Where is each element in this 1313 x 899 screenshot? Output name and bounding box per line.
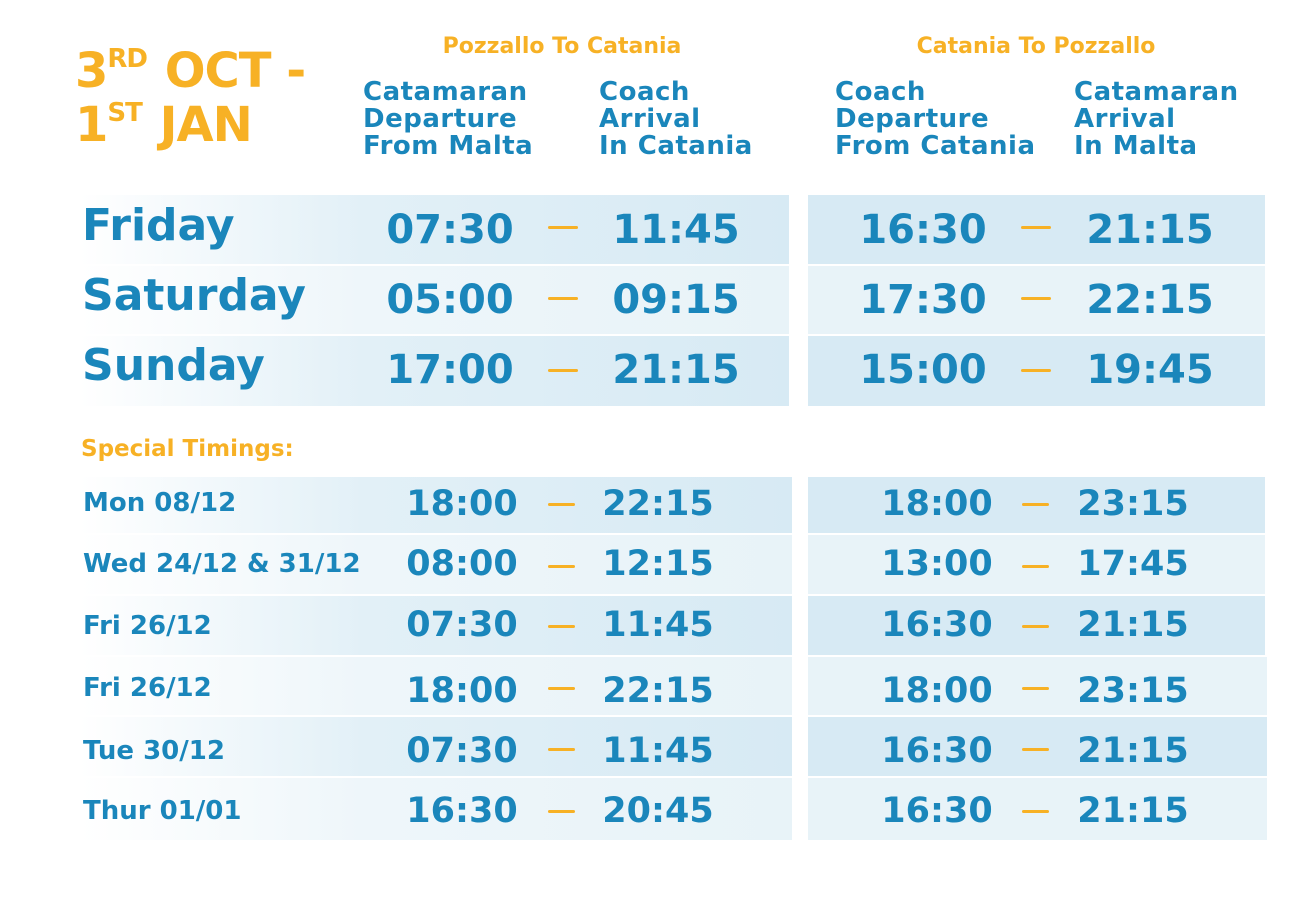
row-band — [808, 717, 1267, 776]
time-cell: 11:45 — [602, 731, 714, 771]
row-band — [808, 535, 1265, 594]
time-cell: 21:15 — [612, 347, 740, 393]
route-return-heading: Catania To Pozzallo — [916, 34, 1156, 59]
row-band — [80, 778, 792, 840]
time-cell: 18:00 — [881, 484, 993, 524]
schedule-period-title: 3RD OCT - 1ST JAN — [75, 43, 306, 153]
row-band — [808, 266, 1265, 334]
special-timings-label: Special Timings: — [81, 436, 294, 462]
row-band — [80, 195, 789, 264]
time-cell: 07:30 — [386, 207, 514, 253]
dash-icon — [548, 565, 575, 568]
row-band — [80, 657, 792, 715]
dash-icon — [1022, 625, 1049, 628]
time-cell: 21:15 — [1077, 791, 1189, 831]
dash-icon — [548, 625, 575, 628]
time-cell: 23:15 — [1077, 671, 1189, 711]
time-cell: 22:15 — [1086, 277, 1214, 323]
time-cell: 16:30 — [881, 791, 993, 831]
dash-icon — [1022, 810, 1049, 813]
time-cell: 21:15 — [1086, 207, 1214, 253]
time-cell: 16:30 — [881, 605, 993, 645]
time-cell: 20:45 — [602, 791, 714, 831]
time-cell: 09:15 — [612, 277, 740, 323]
time-cell: 15:00 — [859, 347, 987, 393]
time-cell: 18:00 — [406, 671, 518, 711]
row-band — [808, 778, 1267, 840]
time-cell: 18:00 — [881, 671, 993, 711]
special-day: Tue 30/12 — [83, 736, 225, 766]
special-day: Thur 01/01 — [83, 796, 242, 826]
row-band — [80, 717, 792, 776]
time-cell: 11:45 — [602, 605, 714, 645]
time-cell: 12:15 — [602, 544, 714, 584]
row-band — [80, 266, 789, 334]
time-cell: 08:00 — [406, 544, 518, 584]
dash-icon — [548, 687, 575, 690]
route-outbound-heading: Pozzallo To Catania — [442, 34, 682, 59]
time-cell: 21:15 — [1077, 605, 1189, 645]
dash-icon — [548, 297, 578, 300]
dash-icon — [1022, 687, 1049, 690]
dash-icon — [1021, 226, 1051, 229]
time-cell: 22:15 — [602, 671, 714, 711]
special-day: Fri 26/12 — [83, 673, 212, 703]
time-cell: 17:45 — [1077, 544, 1189, 584]
time-cell: 16:30 — [859, 207, 987, 253]
time-cell: 13:00 — [881, 544, 993, 584]
special-day: Fri 26/12 — [83, 611, 212, 641]
time-cell: 17:00 — [386, 347, 514, 393]
time-cell: 18:00 — [406, 484, 518, 524]
col-catamaran-arrival-malta: Catamaran Arrival In Malta — [1074, 77, 1239, 161]
time-cell: 11:45 — [612, 207, 740, 253]
regular-day: Sunday — [82, 340, 265, 391]
time-cell: 05:00 — [386, 277, 514, 323]
dash-icon — [1021, 369, 1051, 372]
dash-icon — [1022, 565, 1049, 568]
dash-icon — [548, 226, 578, 229]
dash-icon — [548, 810, 575, 813]
row-band — [808, 657, 1267, 715]
row-band — [80, 596, 792, 655]
regular-day: Friday — [82, 200, 235, 251]
dash-icon — [548, 369, 578, 372]
row-band — [80, 477, 792, 533]
col-catamaran-departure-malta: Catamaran Departure From Malta — [363, 77, 534, 161]
time-cell: 23:15 — [1077, 484, 1189, 524]
time-cell: 16:30 — [881, 731, 993, 771]
row-band — [80, 535, 792, 594]
row-band — [808, 195, 1265, 264]
col-coach-departure-catania: Coach Departure From Catania — [835, 77, 1036, 161]
time-cell: 21:15 — [1077, 731, 1189, 771]
regular-day: Saturday — [82, 270, 306, 321]
special-day: Wed 24/12 & 31/12 — [83, 549, 361, 579]
col-coach-arrival-catania: Coach Arrival In Catania — [599, 77, 753, 161]
time-cell: 19:45 — [1086, 347, 1214, 393]
dash-icon — [548, 503, 575, 506]
time-cell: 22:15 — [602, 484, 714, 524]
dash-icon — [1022, 748, 1049, 751]
time-cell: 16:30 — [406, 791, 518, 831]
time-cell: 07:30 — [406, 731, 518, 771]
dash-icon — [548, 748, 575, 751]
row-band — [80, 336, 789, 406]
special-day: Mon 08/12 — [83, 488, 237, 518]
dash-icon — [1021, 297, 1051, 300]
time-cell: 17:30 — [859, 277, 987, 323]
dash-icon — [1022, 503, 1049, 506]
time-cell: 07:30 — [406, 605, 518, 645]
